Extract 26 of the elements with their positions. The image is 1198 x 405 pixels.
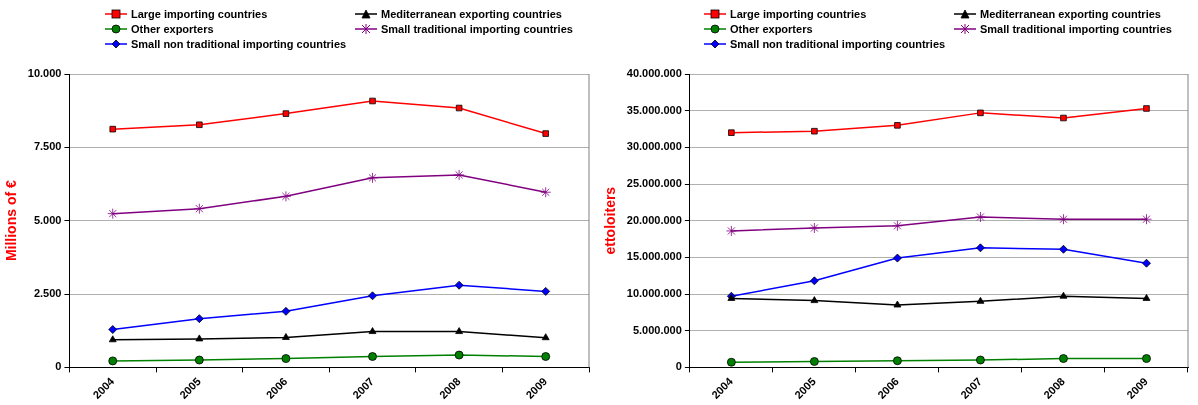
y-tick-label: 30.000.000	[626, 140, 682, 153]
y-tick-label: 40.000.000	[626, 67, 682, 80]
legend-label: Other exporters	[730, 23, 813, 35]
legend-label: Mediterranean exporting countries	[381, 8, 562, 20]
y-tick-label: 25.000.000	[626, 177, 682, 190]
legend-label: Small traditional importing countries	[381, 23, 573, 35]
y-tick-label: 35.000.000	[626, 103, 682, 116]
legend-label: Mediterranean exporting countries	[980, 8, 1161, 20]
legend-label: Small traditional importing countries	[980, 23, 1172, 35]
y-tick-label: 20.000.000	[626, 213, 682, 226]
legend-label: Small non traditional importing countries	[131, 38, 347, 50]
y-tick-label: 5.000.000	[632, 323, 682, 336]
legend-label: Other exporters	[131, 23, 214, 35]
legend-label: Small non traditional importing countries	[730, 38, 946, 50]
y-tick-label: 5.000	[33, 213, 62, 226]
y-tick-label: 10.000	[27, 67, 62, 80]
y-axis-title: Millions of €	[3, 180, 20, 262]
legend-label: Large importing countries	[131, 8, 268, 20]
y-tick-label: 2.500	[33, 287, 62, 300]
legend-label: Large importing countries	[730, 8, 867, 20]
y-tick-label: 0	[675, 360, 682, 373]
y-tick-label: 0	[55, 360, 62, 373]
y-tick-label: 10.000.000	[626, 287, 682, 300]
y-tick-label: 15.000.000	[626, 250, 682, 263]
y-axis-title: ettoloiters	[602, 186, 619, 255]
y-tick-label: 7.500	[33, 140, 62, 153]
